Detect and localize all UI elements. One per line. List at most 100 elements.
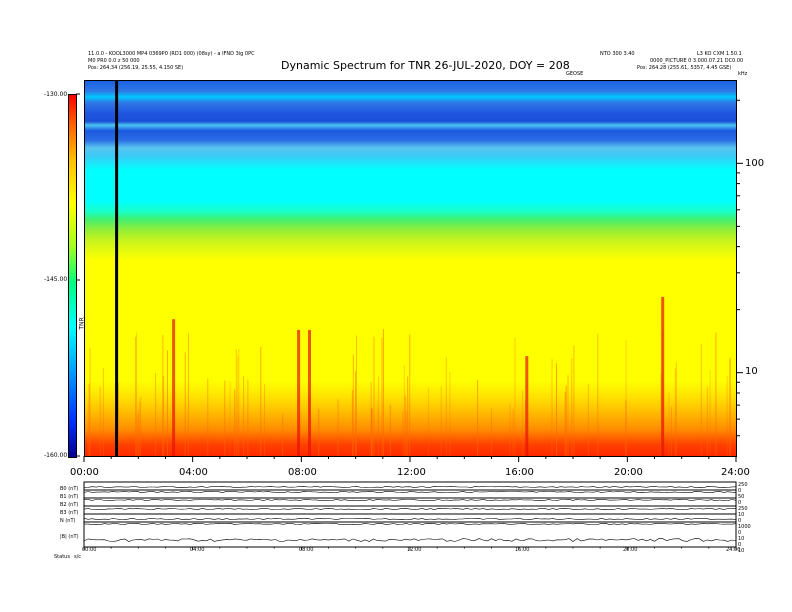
panel-x-tick-2: 08:00: [299, 547, 314, 553]
spectrogram-streak: [709, 369, 711, 456]
spectrogram-streak: [207, 378, 209, 456]
spectrogram-streak: [235, 349, 237, 456]
spectrogram-streak: [234, 389, 236, 456]
spectrogram-streak: [551, 358, 553, 456]
panel-trace-1: [83, 490, 737, 494]
spectrogram-streak: [89, 347, 91, 456]
spectrogram-streak: [567, 374, 569, 456]
panel-label-b3: B3 (nT): [60, 510, 79, 516]
panel-right-label-8: 0: [738, 530, 742, 536]
spectrogram-streak: [139, 401, 141, 456]
panel-right-label-2: 50: [738, 494, 745, 500]
x-tick-label-5: 20:00: [614, 467, 643, 478]
header-info-right-1b: L3 KO CXM 1.50.1: [697, 51, 742, 57]
spectrogram-burst-2: [308, 329, 311, 456]
spectrogram-streak: [440, 386, 442, 456]
spectrogram-streak: [571, 358, 573, 456]
spectrogram-streak: [247, 379, 249, 456]
spectrogram-streak: [700, 343, 702, 456]
spectrogram-streak: [184, 352, 186, 456]
spectrogram-streak: [187, 333, 189, 456]
spectrogram-streak: [381, 337, 383, 456]
spectrogram-streak: [260, 347, 262, 456]
panel-right-label-4: 250: [738, 506, 748, 512]
panel-label-b2: B2 (nT): [60, 502, 79, 508]
spectrogram-streak: [625, 399, 627, 456]
panel-x-tick-6: 24:00: [726, 547, 741, 553]
spectrogram-streak: [668, 392, 670, 456]
spectrogram-streak: [318, 409, 320, 456]
spectrogram-streak: [356, 335, 357, 456]
x-tick-label-3: 12:00: [397, 467, 426, 478]
spectrogram-image: [84, 80, 736, 456]
spectrogram-streak: [509, 403, 511, 456]
spectrogram-streak: [337, 399, 339, 456]
panel-x-tick-4: 16:00: [515, 547, 530, 553]
spectrogram-streak: [138, 409, 139, 456]
spectrogram-streak: [428, 387, 430, 456]
time-marker-line: [115, 80, 119, 456]
spectrogram-streak: [135, 332, 137, 456]
spectrogram-streak: [674, 368, 676, 456]
spectrogram-streak: [88, 383, 90, 456]
panel-right-label-10: 0: [738, 542, 742, 548]
spectrogram-streak: [371, 409, 372, 456]
spectrogram-streak: [238, 349, 240, 456]
spectrogram-streak: [404, 395, 406, 456]
panel-label-btotal: |B| (nT): [60, 534, 79, 540]
panel-right-label-6: 0: [738, 518, 742, 524]
spectrogram-streak: [229, 380, 231, 456]
spectrogram-streak: [389, 404, 391, 456]
spectrogram-streak: [625, 340, 627, 456]
spectrogram-streak: [564, 392, 566, 456]
spectrogram-streak: [371, 408, 373, 456]
spectrogram-streak: [587, 384, 589, 456]
panel-trace-6: [83, 538, 737, 542]
spectrogram-streak: [162, 376, 164, 456]
spectrogram-streak: [409, 334, 411, 456]
spectrogram-streak: [167, 350, 168, 456]
colorbar-tick-mid: -145.00: [44, 276, 68, 283]
spectrogram-streak: [729, 356, 731, 456]
panel-trace-2: [83, 498, 737, 502]
y-tick-label-10: 10: [745, 366, 758, 377]
spectrogram-streak: [137, 414, 139, 456]
x-tick-label-4: 16:00: [505, 467, 534, 478]
panel-label-b0: B0 (nT): [60, 486, 79, 492]
chart-title: Dynamic Spectrum for TNR 26-JUL-2020, DO…: [281, 59, 570, 72]
header-info-left-2: M0 PR0 0.0 z 50 000: [88, 58, 140, 64]
panel-label-b1: B1 (nT): [60, 494, 79, 500]
spectrogram-streak: [477, 379, 479, 456]
header-info-right-2: 0000_PICTURE 0 3.000.07.21 DC0.00: [650, 58, 744, 64]
spectrogram-streak: [377, 376, 379, 456]
spectrogram-streak: [224, 380, 226, 456]
spectrogram-streak: [140, 397, 142, 456]
panel-right-label-1: 0: [738, 488, 742, 494]
panel-x-tick-3: 12:00: [407, 547, 422, 553]
spectrogram-streak: [715, 332, 717, 456]
spectrogram-streak: [729, 358, 731, 456]
spectrogram-streak: [406, 411, 408, 456]
spectrogram-streak: [625, 400, 627, 456]
spectrogram-streak: [522, 390, 524, 456]
x-tick-label-1: 04:00: [179, 467, 208, 478]
panel-trace-4: [83, 517, 737, 521]
spectrogram-streak: [660, 373, 662, 456]
spectrogram-streak: [382, 329, 384, 456]
spectrogram-streak: [565, 385, 567, 456]
spectrogram-streak: [155, 373, 157, 456]
spectrogram-streak: [377, 407, 379, 456]
panel-trace-0: [83, 485, 737, 489]
panel-trace-3: [83, 507, 737, 511]
spectrogram-streak: [726, 375, 728, 456]
spectrogram-streak: [449, 372, 451, 456]
spectrogram-streak: [99, 386, 101, 456]
spectrogram-streak: [512, 409, 514, 456]
spectrogram-streak: [162, 335, 164, 456]
spectrogram-burst-4: [661, 296, 665, 456]
spectrogram-streak: [373, 336, 375, 456]
panel-status-label: Status: [54, 554, 70, 560]
spectrogram-streak: [514, 337, 516, 456]
